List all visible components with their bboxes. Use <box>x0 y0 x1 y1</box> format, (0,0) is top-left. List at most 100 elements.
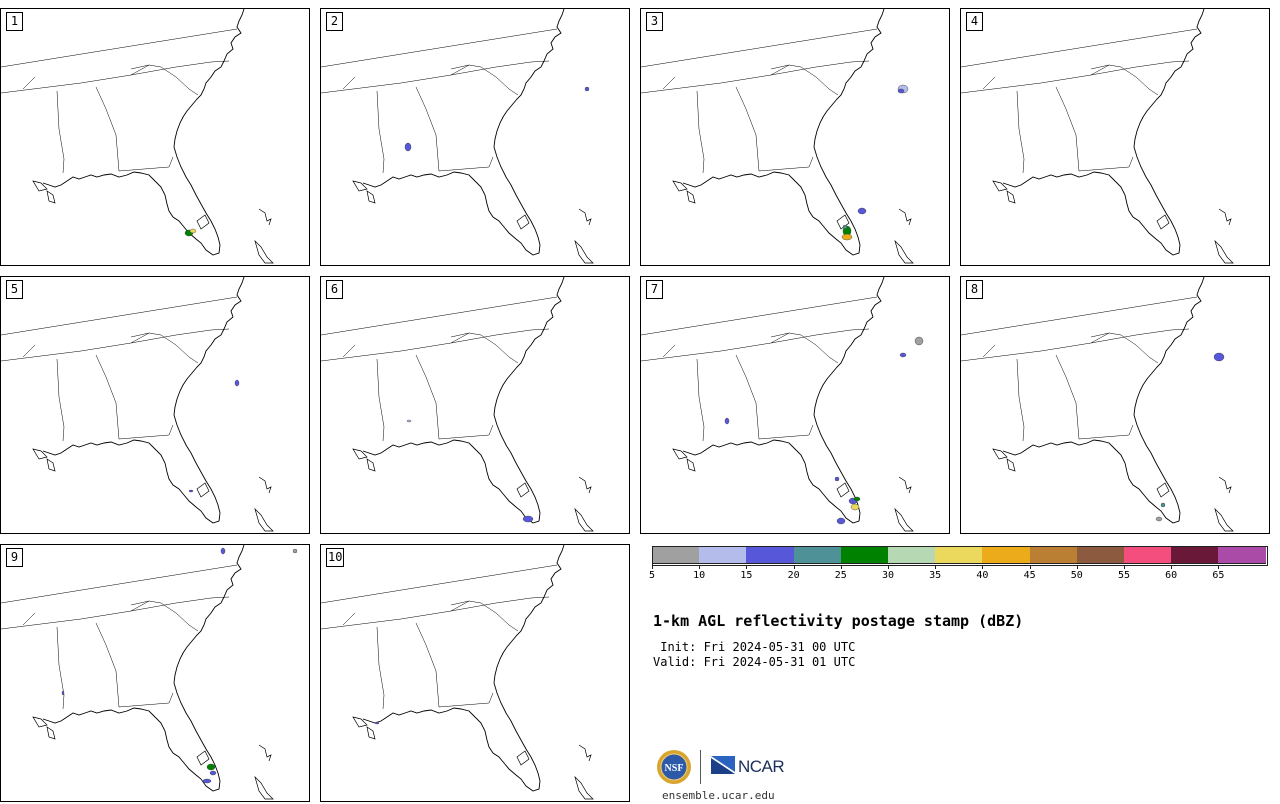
state-border <box>22 344 36 358</box>
state-border <box>1078 156 1134 172</box>
member-number: 8 <box>966 280 983 299</box>
colorbar-tick <box>935 565 937 569</box>
colorbar-tick-label: 30 <box>881 570 895 581</box>
island-outline <box>578 744 592 762</box>
island-outline <box>1006 190 1016 204</box>
state-border <box>735 86 760 172</box>
colorbar-tick-label: 55 <box>1117 570 1131 581</box>
state-border <box>641 296 878 336</box>
coastline <box>42 277 245 524</box>
state-border <box>641 328 870 362</box>
island-outline <box>574 507 594 532</box>
island-outline <box>32 448 48 460</box>
state-border <box>696 358 705 442</box>
state-border <box>22 76 36 90</box>
member-panel-5: 5 <box>0 276 310 534</box>
island-outline <box>254 239 274 264</box>
colorbar-tick-label: 60 <box>1165 570 1178 581</box>
reflectivity-cell <box>522 515 534 523</box>
state-border <box>450 64 519 96</box>
island-outline <box>516 214 530 230</box>
island-outline <box>672 180 688 192</box>
state-border <box>961 296 1198 336</box>
state-border <box>450 332 470 338</box>
state-border <box>95 622 120 708</box>
reflectivity-cell <box>292 548 298 554</box>
reflectivity-cell <box>61 690 65 696</box>
state-border <box>56 358 65 442</box>
member-number: 4 <box>966 12 983 31</box>
state-border <box>662 344 676 358</box>
coastline <box>682 277 885 524</box>
reflectivity-cell <box>209 770 217 776</box>
reflectivity-cell <box>189 228 197 234</box>
state-border <box>342 344 356 358</box>
reflectivity-cell <box>234 379 240 387</box>
reflectivity-cell <box>850 503 860 511</box>
coastline <box>1002 9 1205 256</box>
member-map-8 <box>961 277 1234 532</box>
state-border <box>130 64 199 96</box>
island-outline <box>574 775 594 800</box>
reflectivity-cell <box>188 489 194 493</box>
reflectivity-cell <box>842 224 848 230</box>
state-border <box>696 90 705 174</box>
nsf-logo: NSF <box>657 750 691 784</box>
state-border <box>450 332 519 364</box>
state-border <box>438 424 494 440</box>
reflectivity-cell <box>202 778 212 784</box>
figure-title: 1-km AGL reflectivity postage stamp (dBZ… <box>653 612 1024 630</box>
island-outline <box>1214 239 1234 264</box>
state-border <box>376 626 385 710</box>
member-map-2 <box>321 9 594 264</box>
reflectivity-cell <box>841 233 853 241</box>
reflectivity-cell <box>1160 502 1166 508</box>
colorbar-tick-label: 10 <box>693 570 706 581</box>
island-outline <box>258 208 272 226</box>
coastline <box>362 9 565 256</box>
member-panel-1: 1 <box>0 8 310 266</box>
state-border <box>415 622 440 708</box>
state-border <box>961 60 1190 94</box>
colorbar-tick-label: 15 <box>740 570 753 581</box>
reflectivity-cell <box>914 336 924 346</box>
colorbar-tick-label: 35 <box>929 570 942 581</box>
island-outline <box>516 482 530 498</box>
state-border <box>1 564 238 604</box>
state-border <box>1 60 230 94</box>
logo-divider <box>700 750 701 784</box>
state-border <box>1090 332 1110 338</box>
state-border <box>130 332 199 364</box>
island-outline <box>578 476 592 494</box>
coastline <box>42 9 245 256</box>
state-border <box>321 296 558 336</box>
island-outline <box>992 448 1008 460</box>
state-border <box>415 86 440 172</box>
state-border <box>961 328 1190 362</box>
reflectivity-cell <box>406 419 412 423</box>
island-outline <box>686 190 696 204</box>
island-outline <box>836 214 850 230</box>
island-outline <box>894 507 914 532</box>
island-outline <box>46 190 56 204</box>
island-outline <box>574 239 594 264</box>
island-outline <box>672 448 688 460</box>
colorbar-tick <box>1171 565 1173 569</box>
colorbar-tick-label: 65 <box>1212 570 1225 581</box>
colorbar-tick <box>793 565 795 569</box>
colorbar-tick-label: 45 <box>1023 570 1036 581</box>
colorbar-segment <box>982 546 1031 564</box>
island-outline <box>686 458 696 472</box>
state-border <box>438 156 494 172</box>
state-border <box>1016 90 1025 174</box>
island-outline <box>516 750 530 766</box>
state-border <box>321 328 550 362</box>
state-border <box>758 156 814 172</box>
island-outline <box>46 726 56 740</box>
member-panel-10: 10 <box>320 544 630 802</box>
colorbar-tick <box>1218 565 1220 569</box>
state-border <box>321 60 550 94</box>
island-outline <box>898 476 912 494</box>
state-border <box>1 328 230 362</box>
reflectivity-cell <box>1213 352 1225 362</box>
